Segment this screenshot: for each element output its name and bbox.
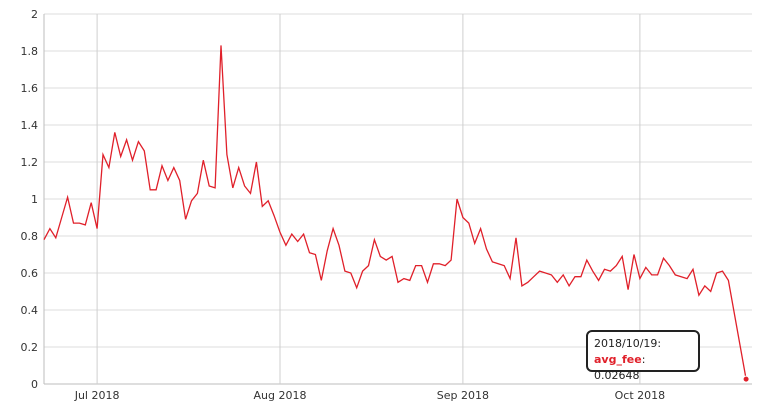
y-axis: 0 0.2 0.4 0.6 0.8 1 1.2 1.4 1.6 1.8 2 <box>21 8 39 391</box>
hover-marker <box>742 375 750 383</box>
x-tick-label: Sep 2018 <box>437 389 489 402</box>
tooltip-value: 0.02648 <box>594 369 640 382</box>
chart-grid <box>43 13 752 385</box>
y-tick-label: 1.4 <box>21 119 39 132</box>
series-line-avg-fee <box>43 45 747 380</box>
x-tick-label: Jul 2018 <box>74 389 120 402</box>
tooltip-date: 2018/10/19: <box>594 337 662 350</box>
y-tick-label: 0.8 <box>21 230 39 243</box>
chart-tooltip: 2018/10/19: avg_fee: 0.02648 <box>586 330 700 382</box>
x-axis: Jul 2018 Aug 2018 Sep 2018 Oct 2018 <box>74 389 665 402</box>
tooltip-separator: : <box>641 353 646 366</box>
y-tick-label: 1.6 <box>21 82 39 95</box>
hover-point <box>742 375 750 383</box>
y-tick-label: 0.6 <box>21 267 39 280</box>
y-tick-label: 0.2 <box>21 341 39 354</box>
tooltip-value-row: avg_fee: 0.02648 <box>594 352 692 384</box>
y-tick-label: 2 <box>31 8 38 21</box>
y-tick-label: 0 <box>31 378 38 391</box>
x-tick-label: Oct 2018 <box>615 389 666 402</box>
y-tick-label: 1.8 <box>21 45 39 58</box>
y-tick-label: 0.4 <box>21 304 39 317</box>
y-tick-label: 1 <box>31 193 38 206</box>
x-tick-label: Aug 2018 <box>254 389 307 402</box>
tooltip-series-label: avg_fee <box>594 353 642 366</box>
y-tick-label: 1.2 <box>21 156 39 169</box>
